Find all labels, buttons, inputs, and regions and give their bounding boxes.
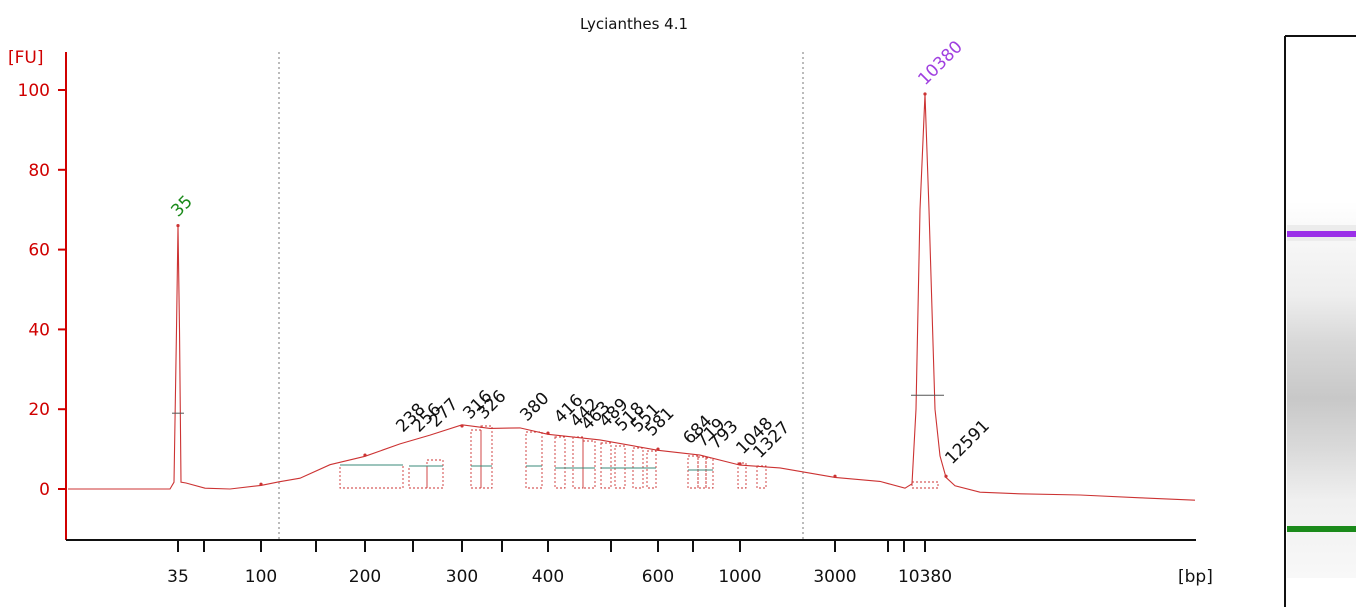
gel-lane: [1284, 35, 1356, 607]
y-axis-unit: [FU]: [8, 48, 44, 68]
peak-window: [911, 481, 939, 489]
x-tick-label: 3000: [813, 567, 856, 587]
x-axis-unit: [bp]: [1178, 567, 1213, 587]
trace-point: [944, 474, 948, 478]
peak-window: [697, 456, 707, 489]
y-tick-label: 60: [28, 241, 50, 261]
trace-point: [259, 482, 263, 486]
x-tick-label: 10380: [898, 567, 952, 587]
peak-window: [408, 465, 428, 489]
gel-upper-marker-band: [1287, 231, 1356, 237]
gel-lower-marker-band: [1287, 526, 1356, 532]
y-tick-label: 80: [28, 161, 50, 181]
chart-title: Lycianthes 4.1: [580, 15, 688, 33]
x-tick-label: 300: [446, 567, 478, 587]
gel-smear: [1287, 150, 1356, 578]
peak-window: [339, 464, 404, 489]
peak-window: [756, 465, 767, 489]
peak-window: [614, 445, 626, 489]
peak-window: [705, 457, 714, 489]
peak-window: [600, 442, 612, 489]
x-tick-label: 600: [642, 567, 674, 587]
marker-label: 10380: [914, 37, 966, 89]
trace-point: [460, 424, 464, 428]
marker-label: 35: [167, 192, 196, 221]
x-tick-label: 200: [349, 567, 381, 587]
x-tick-label: 100: [245, 567, 277, 587]
y-tick-label: 20: [28, 400, 50, 420]
peak-window: [572, 436, 584, 489]
y-tick-label: 100: [18, 81, 50, 101]
trace-point: [923, 92, 927, 96]
x-tick-label: 400: [532, 567, 564, 587]
peak-window: [426, 459, 444, 489]
trace-point: [546, 431, 550, 435]
peak-window: [687, 455, 699, 489]
trace-point: [176, 224, 180, 228]
peak-window: [554, 436, 566, 489]
y-tick-label: 40: [28, 320, 50, 340]
trace-point: [656, 447, 660, 451]
trace-point: [833, 474, 837, 478]
peak-window: [470, 429, 482, 489]
peak-window: [582, 440, 596, 489]
x-tick-label: 35: [167, 567, 189, 587]
x-tick-label: 1000: [718, 567, 761, 587]
peak-window: [525, 431, 543, 489]
peak-window: [737, 462, 747, 489]
electropherogram-trace: [68, 93, 1196, 501]
peak-window: [480, 425, 493, 489]
peak-window: [646, 450, 657, 489]
peak-label: 380: [516, 388, 553, 425]
peak-label: 12591: [941, 416, 993, 468]
plot-area: [FU] [bp] 0 20 40 60 80 100 35 100 200 300 400 600 100…: [8, 37, 1213, 587]
trace-point: [363, 453, 367, 457]
y-tick-label: 0: [39, 480, 50, 500]
